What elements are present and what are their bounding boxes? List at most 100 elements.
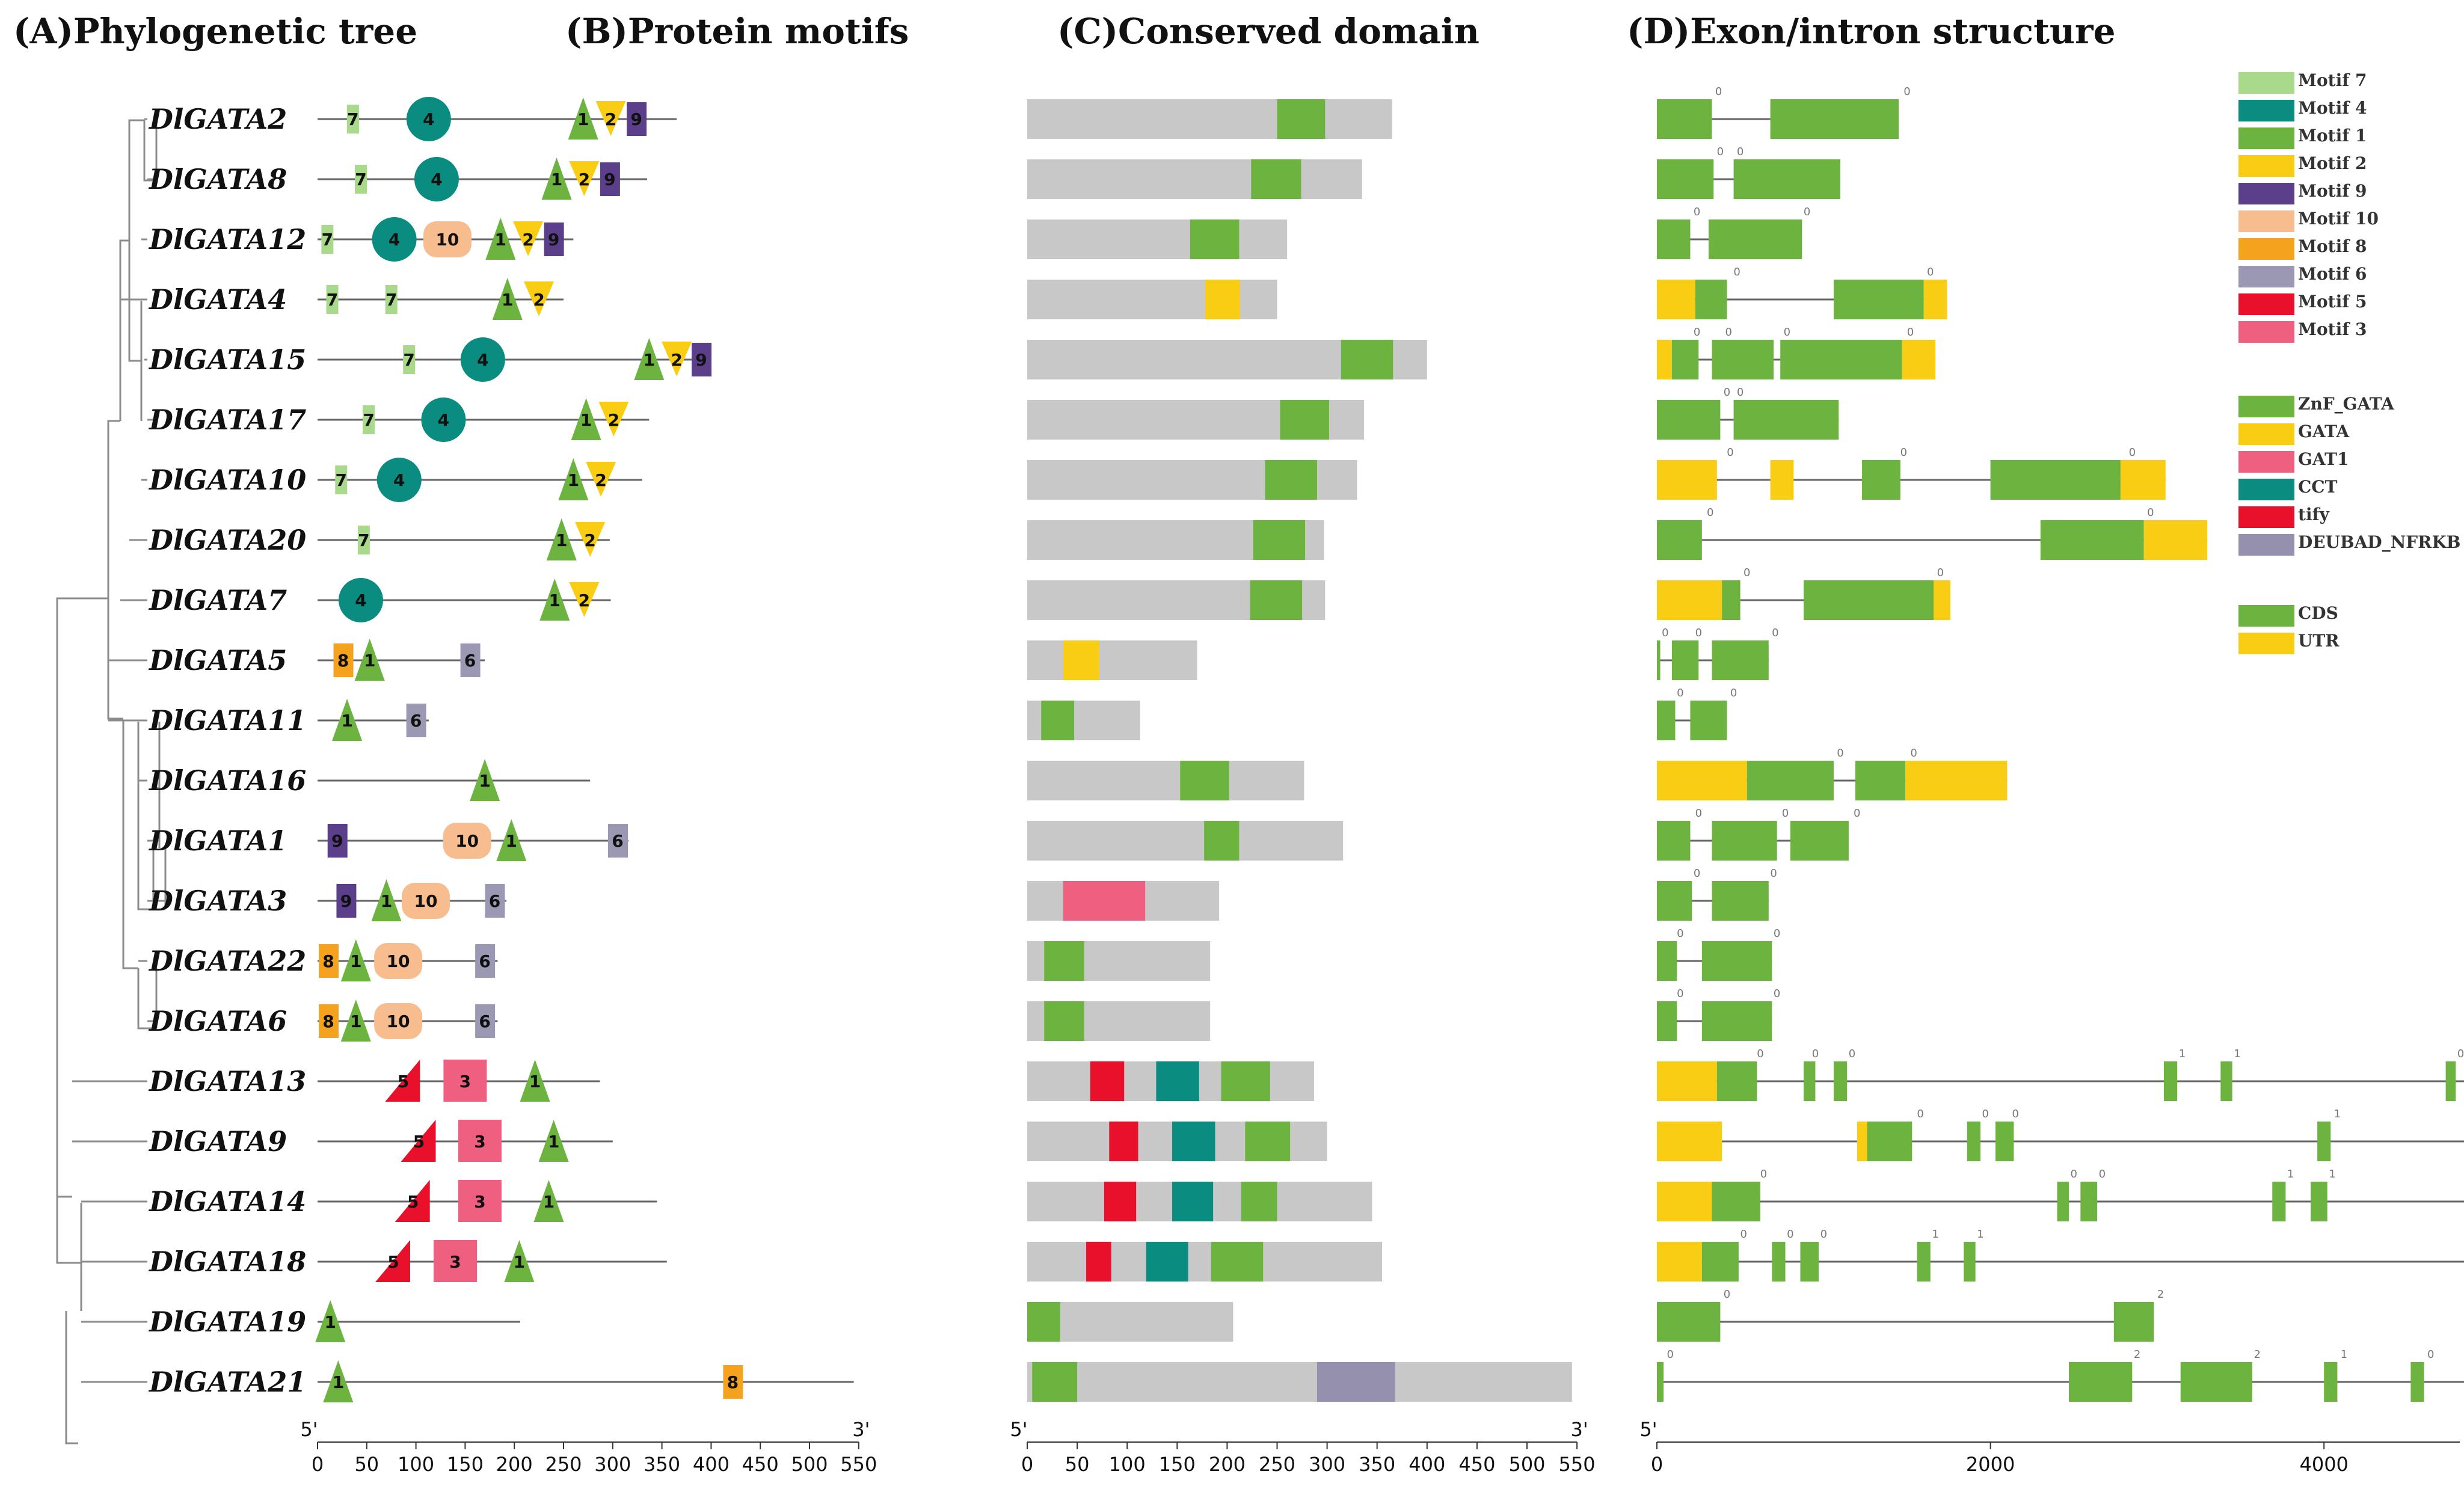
legend-swatch-motif-6	[2238, 266, 2294, 287]
axis-tick-label: 2000	[1966, 1453, 2015, 1476]
intron-phase: 1	[2234, 1048, 2240, 1060]
intron-phase: 0	[1724, 386, 1730, 399]
intron-phase: 0	[2457, 1048, 2464, 1060]
gene-row-DlGATA13: DlGATA135310001100	[148, 1048, 2464, 1102]
legend-label-motif-1: Motif 1	[2298, 126, 2367, 146]
motif-1	[520, 1060, 550, 1102]
intron-phase: 0	[1677, 987, 1683, 1000]
cds-block	[1712, 881, 1769, 921]
domain-track	[1027, 219, 1288, 259]
cds-block	[2220, 1061, 2232, 1101]
utr-block	[1657, 1122, 1722, 1161]
utr-block	[1905, 761, 2008, 800]
axis-tick-label: 150	[447, 1453, 484, 1476]
axis-tick-label: 100	[398, 1453, 434, 1476]
gene-row-DlGATA12: DlGATA12 7 4 10 1 2 9 0 0	[148, 206, 1810, 262]
domain-track	[1027, 340, 1427, 379]
domain-ZnF_GATA	[1277, 99, 1326, 139]
motif-label: 4	[438, 410, 449, 430]
cds-block	[1671, 640, 1699, 680]
domain-ZnF_GATA	[1190, 219, 1240, 259]
axis-tick-label: 50	[354, 1453, 379, 1476]
motif-10	[374, 1003, 423, 1039]
cds-block	[2445, 1061, 2456, 1101]
gene-structure-track: 0 0 0	[1657, 807, 1860, 861]
protein-bar	[1027, 761, 1304, 800]
gene-label: DlGATA12	[148, 223, 306, 256]
motif-label: 1	[577, 109, 589, 129]
cds-block	[2080, 1182, 2098, 1221]
intron-phase: 0	[1757, 1048, 1763, 1060]
gene-label: DlGATA1	[148, 824, 287, 857]
legend-swatch-GATA	[2238, 423, 2294, 445]
gene-structure-track: 02210102	[1657, 1348, 2464, 1402]
utr-block	[1934, 580, 1951, 620]
motif-track: 7 4 10 1 2 9	[318, 217, 574, 262]
motif-label: 4	[393, 470, 405, 490]
domain-ZnF_GATA	[1041, 701, 1075, 740]
gene-label: DlGATA11	[148, 704, 306, 737]
cds-block	[2057, 1182, 2069, 1221]
protein-bar	[1027, 219, 1288, 259]
gene-row-DlGATA3: DlGATA3 9 1 10 60 0	[148, 867, 1777, 921]
axis-five-prime: 5'	[1639, 1418, 1657, 1441]
axis-tick-label: 350	[1359, 1453, 1395, 1476]
intron-phase: 0	[1772, 627, 1778, 639]
legend-label-motif-6: Motif 6	[2298, 264, 2367, 284]
motif-4	[414, 157, 459, 201]
axis-tick-label: 400	[693, 1453, 730, 1476]
motif-label: 1	[551, 170, 562, 189]
axis-tick-label: 500	[1508, 1453, 1545, 1476]
cds-block	[1772, 1242, 1786, 1282]
motif-track: 9 1 10 6	[318, 879, 507, 921]
domain-ZnF_GATA	[1241, 1182, 1277, 1221]
cds-block	[2272, 1182, 2286, 1221]
domain-track	[1027, 1001, 1211, 1041]
motif-label: 4	[477, 350, 488, 370]
intron-phase: 0	[1937, 566, 1944, 579]
gene-row-DlGATA9: DlGATA95310001100	[148, 1108, 2464, 1162]
domain-ZnF_GATA	[1032, 1362, 1078, 1402]
intron-phase: 0	[1982, 1108, 1989, 1120]
domain-track	[1027, 159, 1362, 199]
domain-track	[1027, 1302, 1234, 1342]
gene-structure-track: 0001100	[1657, 1048, 2464, 1101]
axis-tick-label: 0	[312, 1453, 324, 1476]
utr-block	[1857, 1122, 1867, 1161]
motif-label: 7	[322, 230, 333, 250]
motif-10	[443, 823, 491, 859]
intron-phase: 0	[1694, 326, 1700, 339]
gene-label: DlGATA13	[148, 1065, 306, 1097]
cds-block	[1712, 1182, 1760, 1221]
motif-label: 3	[474, 1192, 485, 1212]
motif-7	[335, 465, 348, 494]
cds-block	[1867, 1122, 1913, 1161]
motif-7	[363, 405, 375, 434]
motif-1	[634, 338, 665, 380]
motif-2	[569, 582, 600, 617]
gene-label: DlGATA18	[148, 1245, 306, 1278]
legend-label-motif-10: Motif 10	[2298, 209, 2379, 229]
intron-phase: 0	[2147, 506, 2154, 519]
cds-block	[1701, 941, 1772, 981]
gene-label: DlGATA9	[148, 1125, 287, 1158]
domain-CCT	[1146, 1242, 1188, 1282]
axis-five-prime: 5'	[300, 1418, 318, 1441]
motif-label: 1	[502, 290, 513, 310]
motif-2	[575, 522, 606, 557]
motif-label: 5	[413, 1132, 425, 1152]
intron-phase: 0	[1677, 687, 1683, 699]
gene-row-DlGATA11: DlGATA11 1 60 0	[148, 687, 1737, 741]
intron-phase: 0	[2099, 1168, 2106, 1180]
intron-phase: 2	[2157, 1288, 2164, 1301]
gene-label: DlGATA7	[148, 584, 287, 616]
gene-structure-track: 0 0 0	[1657, 627, 1779, 680]
cds-block	[1701, 1001, 1772, 1041]
motif-10	[401, 883, 450, 919]
